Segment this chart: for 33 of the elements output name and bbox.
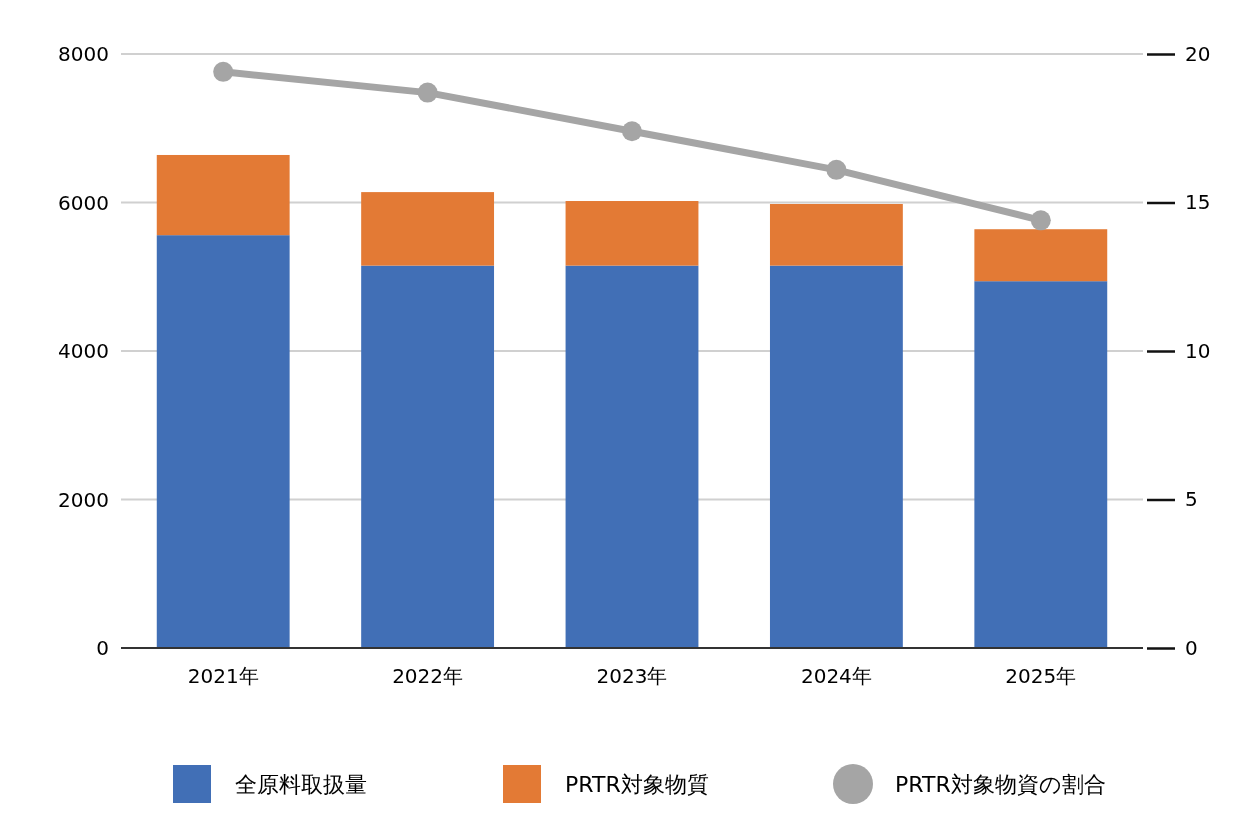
- legend-label: PRTR対象物資の割合: [895, 771, 1106, 797]
- x-tick-label: 2024年: [800, 664, 872, 688]
- bar: [565, 201, 699, 266]
- legend-label: 全原料取扱量: [235, 771, 367, 797]
- y2-tick-label: 10: [1185, 338, 1211, 363]
- bar: [769, 203, 903, 266]
- point: [622, 121, 642, 142]
- y-tick-label: 8000: [58, 42, 109, 66]
- y-tick-label: 2000: [58, 487, 109, 512]
- x-tick-label: 2021年: [187, 664, 259, 688]
- bar: [974, 281, 1108, 648]
- x-tick-label: 2022年: [392, 664, 464, 688]
- bar: [361, 265, 495, 648]
- bar: [974, 229, 1108, 282]
- y2-tick-label: 20: [1185, 41, 1211, 66]
- bar: [565, 265, 699, 648]
- legend-label: PRTR対象物質: [565, 771, 709, 797]
- y-tick-label: 6000: [58, 190, 109, 215]
- y2-tick-label: 15: [1185, 190, 1211, 215]
- bar: [361, 192, 495, 266]
- y2-tick-label: 5: [1185, 487, 1198, 512]
- point: [826, 159, 847, 180]
- x-tick-label: 2025年: [1005, 664, 1077, 688]
- point: [213, 61, 234, 82]
- point: [1030, 210, 1051, 231]
- x-tick-label: 2023年: [596, 664, 668, 688]
- bar: [156, 235, 290, 648]
- point: [417, 82, 438, 103]
- y-tick-label: 0: [96, 636, 109, 660]
- y2-tick-label: 0: [1185, 635, 1198, 660]
- bar: [769, 265, 903, 648]
- bar: [156, 154, 290, 236]
- y-tick-label: 4000: [58, 339, 109, 363]
